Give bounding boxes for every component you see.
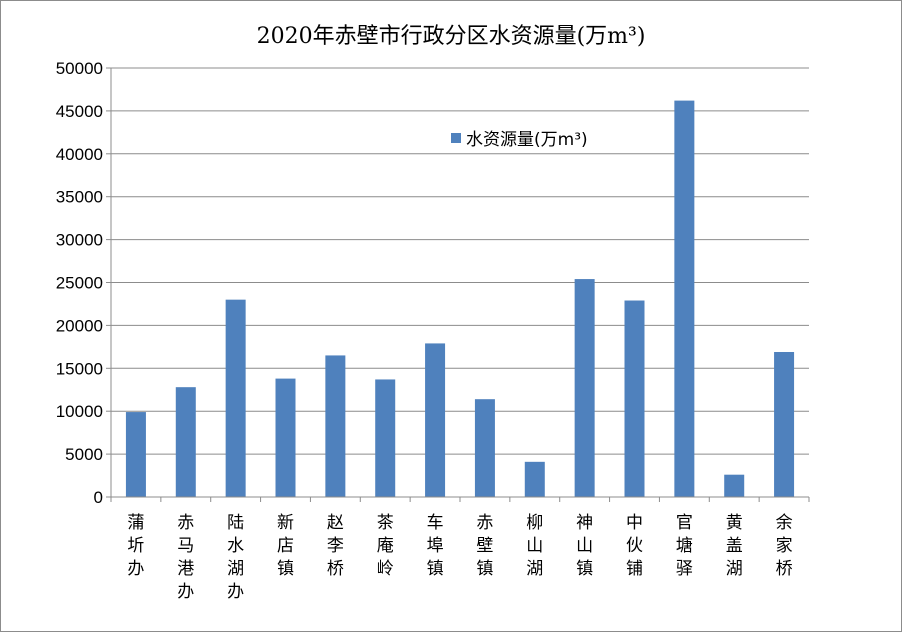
chart-title: 2020年赤壁市行政分区水资源量(万m³) <box>256 24 646 49</box>
x-tick-label: 车埠镇 <box>427 513 444 579</box>
x-tick-label: 陆水湖办 <box>227 513 244 602</box>
x-tick-label: 赤壁镇 <box>476 513 493 579</box>
x-tick-label: 中伙铺 <box>626 513 643 579</box>
y-axis-ticks: 0 5000 10000 15000 20000 25000 30000 35000 40000… <box>56 59 111 507</box>
legend: 水资源量(万m³) <box>451 130 588 150</box>
y-tick-label: 35000 <box>56 188 103 207</box>
y-tick-label: 50000 <box>56 59 103 78</box>
y-tick-label: 0 <box>94 488 103 507</box>
gridlines <box>111 67 809 455</box>
x-tick-label: 赤马港办 <box>177 513 194 602</box>
y-tick-label: 20000 <box>56 316 103 335</box>
x-tick-label: 黄盖湖 <box>726 513 743 579</box>
bar <box>275 378 296 497</box>
y-tick-label: 15000 <box>56 359 103 378</box>
x-tick-label: 茶庵岭 <box>377 513 394 579</box>
bar <box>125 412 146 497</box>
axes <box>110 68 810 502</box>
x-tick-label: 余家桥 <box>776 513 793 579</box>
x-tick-label: 新店镇 <box>277 513 294 579</box>
bar <box>624 300 645 497</box>
legend-swatch <box>451 133 461 143</box>
bar <box>325 355 346 497</box>
y-tick-label: 40000 <box>56 145 103 164</box>
x-tick-label: 官塘驿 <box>676 513 693 579</box>
y-tick-label: 30000 <box>56 231 103 250</box>
x-tick-label: 柳山湖 <box>526 513 543 579</box>
x-tick-label: 蒲圻办 <box>127 513 144 579</box>
y-tick-label: 5000 <box>65 445 103 464</box>
bar <box>674 100 695 497</box>
legend-label: 水资源量(万m³) <box>466 130 588 150</box>
y-tick-label: 25000 <box>56 274 103 293</box>
y-tick-label: 45000 <box>56 102 103 121</box>
bar <box>524 461 545 497</box>
bar <box>474 399 495 497</box>
bar <box>375 379 396 497</box>
bars <box>125 100 795 497</box>
bar <box>774 351 795 497</box>
y-tick-label: 10000 <box>56 402 103 421</box>
x-axis-labels: 蒲圻办 赤马港办 陆水湖办 新店镇 赵李桥 茶庵岭 车埠镇 赤壁镇 柳山湖 神山镇 中伙铺 官塘驿 黄盖… <box>127 513 792 602</box>
bar <box>225 299 246 497</box>
bar <box>425 343 446 497</box>
x-tick-label: 赵李桥 <box>327 513 344 579</box>
bar <box>175 387 196 497</box>
x-tick-label: 神山镇 <box>576 513 593 579</box>
bar <box>724 474 745 497</box>
bar <box>574 279 595 497</box>
